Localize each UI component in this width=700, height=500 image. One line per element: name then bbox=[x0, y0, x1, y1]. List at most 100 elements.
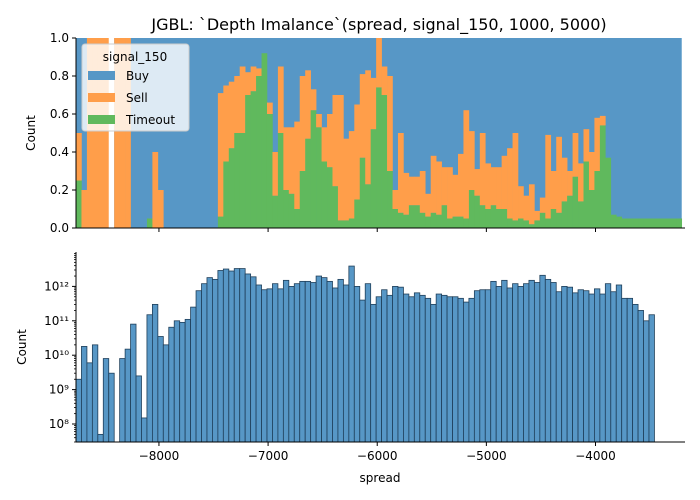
top-bar-sell bbox=[457, 153, 464, 217]
histogram-bar bbox=[250, 276, 257, 443]
histogram-bar bbox=[353, 286, 361, 443]
histogram-bar bbox=[266, 288, 273, 443]
top-bar-timeout bbox=[370, 129, 377, 228]
top-bar-sell bbox=[588, 152, 595, 190]
top-bar-sell bbox=[119, 38, 126, 228]
top-bar-sell bbox=[310, 89, 317, 111]
top-bar-timeout bbox=[250, 91, 257, 228]
histogram-bar bbox=[550, 282, 557, 443]
top-bar-timeout bbox=[256, 76, 262, 228]
histogram-bar bbox=[228, 270, 235, 443]
top-bar-sell bbox=[376, 38, 382, 88]
histogram-bar bbox=[463, 301, 470, 443]
histogram-bar bbox=[364, 283, 372, 443]
histogram-bar bbox=[81, 346, 88, 443]
top-bar-sell bbox=[512, 133, 519, 221]
histogram-bar bbox=[108, 372, 115, 443]
top-bar-timeout bbox=[447, 218, 453, 228]
top-bar-timeout bbox=[654, 218, 661, 228]
histogram-bar bbox=[304, 280, 312, 443]
histogram-bar bbox=[626, 297, 634, 443]
bottom-x-ticks: −8000 −7000 −6000 −5000 −4000 bbox=[139, 442, 616, 463]
histogram-bar bbox=[375, 296, 382, 443]
top-bar-sell bbox=[152, 152, 159, 228]
top-bar-sell bbox=[327, 114, 333, 168]
histogram-bar bbox=[179, 321, 186, 443]
top-bar-sell bbox=[365, 70, 371, 185]
bottom-x-tick-label: −8000 bbox=[139, 449, 180, 463]
top-bar-timeout bbox=[76, 180, 82, 228]
top-y-tick-label: 0.2 bbox=[50, 183, 69, 197]
top-bar-timeout bbox=[605, 157, 612, 228]
top-bar-timeout bbox=[627, 218, 633, 228]
histogram-bar bbox=[348, 265, 355, 443]
bottom-axes bbox=[75, 252, 685, 443]
top-bar-timeout bbox=[419, 212, 426, 228]
top-bar-sell bbox=[272, 152, 279, 196]
top-bar-sell bbox=[430, 155, 437, 213]
top-bar-timeout bbox=[523, 220, 530, 228]
top-bar-sell bbox=[479, 133, 486, 206]
top-bar-sell bbox=[125, 38, 131, 228]
histogram-bar bbox=[457, 297, 464, 443]
histogram-bar bbox=[643, 320, 650, 443]
histogram-bar bbox=[288, 286, 295, 443]
top-bar-sell bbox=[490, 167, 497, 206]
histogram-bar bbox=[610, 291, 617, 443]
histogram-bar bbox=[446, 296, 453, 443]
histogram-bar bbox=[523, 283, 530, 443]
histogram-bar bbox=[441, 294, 448, 443]
histogram-bar bbox=[473, 290, 481, 443]
top-bar-sell bbox=[572, 133, 579, 177]
top-empty-bin bbox=[108, 38, 115, 228]
top-bar-timeout bbox=[299, 171, 306, 228]
top-bar-sell bbox=[370, 77, 377, 130]
histogram-bar bbox=[413, 292, 421, 443]
histogram-bar bbox=[577, 289, 584, 443]
top-bar-sell bbox=[299, 76, 306, 171]
top-bar-sell bbox=[223, 85, 230, 162]
top-bar-sell bbox=[583, 129, 590, 162]
histogram-bar bbox=[255, 284, 262, 443]
bottom-x-tick-label: −6000 bbox=[357, 449, 398, 463]
top-bar-timeout bbox=[266, 114, 273, 228]
top-bar-timeout bbox=[621, 218, 628, 228]
top-bar-timeout bbox=[217, 216, 224, 228]
top-bar-sell bbox=[217, 93, 224, 217]
top-bar-timeout bbox=[610, 214, 617, 228]
top-bar-timeout bbox=[283, 190, 290, 228]
top-bar-timeout bbox=[403, 214, 410, 228]
top-bar-timeout bbox=[288, 193, 295, 228]
bottom-y-tick-label: 10⁸ bbox=[49, 417, 69, 431]
top-bar-sell bbox=[114, 38, 120, 228]
top-bar-sell bbox=[294, 121, 301, 209]
top-bar-sell bbox=[414, 176, 421, 206]
histogram-bar bbox=[544, 278, 552, 443]
top-bar-timeout bbox=[556, 212, 562, 228]
legend: signal_150 Buy Sell Timeout bbox=[81, 43, 190, 132]
top-bar-timeout bbox=[485, 209, 492, 228]
top-bar-sell bbox=[343, 138, 350, 221]
top-bar-sell bbox=[381, 66, 388, 95]
top-bar-sell bbox=[103, 38, 110, 228]
histogram-bar bbox=[173, 320, 181, 443]
top-bar-timeout bbox=[414, 205, 421, 228]
top-bar-timeout bbox=[638, 218, 644, 228]
histogram-bar bbox=[201, 283, 208, 443]
bottom-y-tick-label: 10¹⁰ bbox=[44, 348, 69, 362]
top-bar-sell bbox=[97, 38, 104, 228]
top-bar-sell bbox=[501, 155, 508, 209]
legend-label-buy: Buy bbox=[126, 69, 149, 83]
top-bar-timeout bbox=[616, 216, 622, 228]
histogram-bar bbox=[430, 303, 437, 443]
top-bar-timeout bbox=[146, 218, 153, 228]
top-bar-sell bbox=[474, 169, 481, 196]
histogram-bar bbox=[370, 303, 377, 443]
top-bar-timeout bbox=[245, 95, 251, 228]
top-bar-sell bbox=[507, 148, 513, 219]
top-bar-sell bbox=[234, 76, 241, 133]
top-bar-timeout bbox=[534, 220, 541, 228]
histogram-bar bbox=[386, 294, 393, 443]
histogram-bar bbox=[146, 314, 153, 443]
top-bar-timeout bbox=[392, 209, 399, 228]
